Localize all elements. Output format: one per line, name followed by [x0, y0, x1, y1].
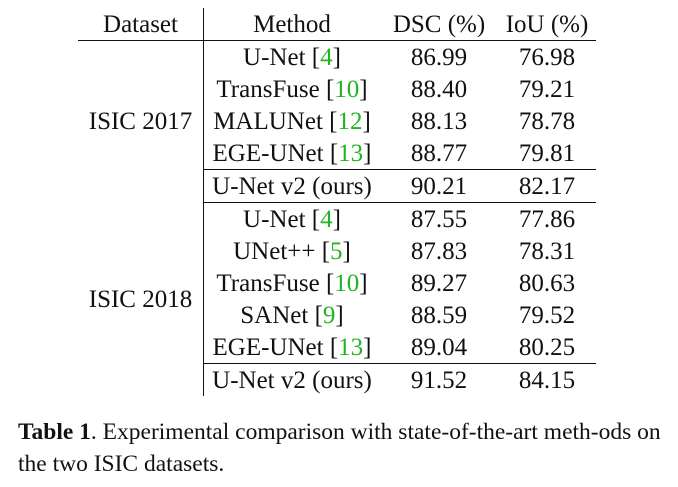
iou-cell: 80.25 — [518, 333, 576, 361]
iou-cell: 78.78 — [518, 107, 576, 135]
dsc-cell: 88.13 — [410, 107, 468, 135]
method-name: TransFuse — [216, 75, 320, 103]
caption-text: . Experimental comparison with state-of-… — [18, 419, 661, 477]
reference-link[interactable]: 9 — [322, 301, 336, 329]
iou-cell: 80.63 — [518, 269, 576, 297]
table-row: UNet++ [5] 87.83 78.31 — [78, 235, 596, 267]
table-header-row: Dataset Method DSC (%) IoU (%) — [78, 8, 596, 41]
table-row: EGE-UNet [13] 88.77 79.81 — [78, 137, 596, 170]
iou-cell: 77.86 — [518, 205, 576, 233]
method-name: EGE-UNet — [212, 139, 324, 167]
dsc-cell: 89.04 — [410, 333, 468, 361]
header-method: Method — [203, 8, 380, 41]
method-cell: U-Net v2 (ours) — [203, 363, 380, 396]
reference-link[interactable]: 10 — [334, 269, 360, 297]
method-cell: U-Net [4] — [203, 40, 380, 73]
header-dsc: DSC (%) — [380, 8, 498, 41]
reference-link[interactable]: 13 — [338, 139, 364, 167]
reference-link[interactable]: 4 — [320, 43, 333, 71]
iou-cell: 79.21 — [518, 75, 576, 103]
dsc-cell-best: 90.21 — [380, 169, 498, 203]
method-cell: UNet++ [5] — [203, 235, 380, 267]
method-name: MALUNet — [213, 107, 323, 135]
table-row: MALUNet [12] 88.13 78.78 — [78, 105, 596, 137]
header-dataset: Dataset — [78, 8, 204, 41]
table-row: ISIC 2018 U-Net [4] 87.55 77.86 — [78, 202, 596, 313]
method-cell: EGE-UNet [13] — [203, 137, 380, 170]
results-table: Dataset Method DSC (%) IoU (%) ISIC 2017… — [78, 8, 596, 396]
method-cell: MALUNet [12] — [203, 105, 380, 137]
method-cell: TransFuse [10] — [203, 267, 380, 299]
iou-cell: 79.81 — [518, 139, 576, 167]
caption-label: Table 1 — [18, 419, 91, 445]
table-row: EGE-UNet [13] 89.04 80.25 — [78, 331, 596, 364]
iou-cell-best: 82.17 — [498, 169, 596, 203]
method-cell: SANet [9] — [203, 299, 380, 331]
iou-cell: 79.52 — [518, 301, 576, 329]
method-name: UNet++ — [233, 237, 316, 265]
reference-link[interactable]: 12 — [337, 107, 363, 135]
reference-link[interactable]: 4 — [320, 205, 333, 233]
header-iou: IoU (%) — [498, 8, 596, 41]
table-row: TransFuse [10] 89.27 80.63 — [78, 267, 596, 299]
dsc-cell: 88.40 — [410, 75, 468, 103]
iou-cell: 76.98 — [518, 43, 576, 71]
table-caption: Table 1. Experimental comparison with st… — [18, 416, 663, 480]
dsc-cell: 88.77 — [410, 139, 468, 167]
table-row: TransFuse [10] 88.40 79.21 — [78, 73, 596, 105]
table-row: SANet [9] 88.59 79.52 — [78, 299, 596, 331]
iou-cell: 78.31 — [518, 237, 576, 265]
method-cell: EGE-UNet [13] — [203, 331, 380, 364]
method-name: EGE-UNet — [212, 333, 324, 361]
reference-link[interactable]: 5 — [330, 237, 343, 265]
method-cell: TransFuse [10] — [203, 73, 380, 105]
dsc-cell-best: 91.52 — [380, 363, 498, 396]
method-name: U-Net — [243, 205, 306, 233]
dataset-cell: ISIC 2017 — [88, 108, 193, 136]
table-row: ISIC 2017 U-Net [4] 86.99 76.98 — [78, 40, 596, 135]
dsc-cell: 87.83 — [410, 237, 468, 265]
method-name: TransFuse — [216, 269, 320, 297]
method-name: SANet — [240, 301, 309, 329]
dsc-cell: 86.99 — [410, 43, 468, 71]
table-row-ours: U-Net v2 (ours) 90.21 82.17 — [78, 169, 596, 203]
method-name: U-Net — [243, 43, 306, 71]
method-cell: U-Net [4] — [203, 202, 380, 235]
method-cell: U-Net v2 (ours) — [203, 169, 380, 203]
dataset-cell: ISIC 2018 — [88, 285, 193, 313]
reference-link[interactable]: 13 — [338, 333, 364, 361]
dsc-cell: 88.59 — [410, 301, 468, 329]
iou-cell-best: 84.15 — [498, 363, 596, 396]
reference-link[interactable]: 10 — [334, 75, 360, 103]
dsc-cell: 87.55 — [410, 205, 468, 233]
table-row-ours: U-Net v2 (ours) 91.52 84.15 — [78, 363, 596, 396]
dsc-cell: 89.27 — [410, 269, 468, 297]
